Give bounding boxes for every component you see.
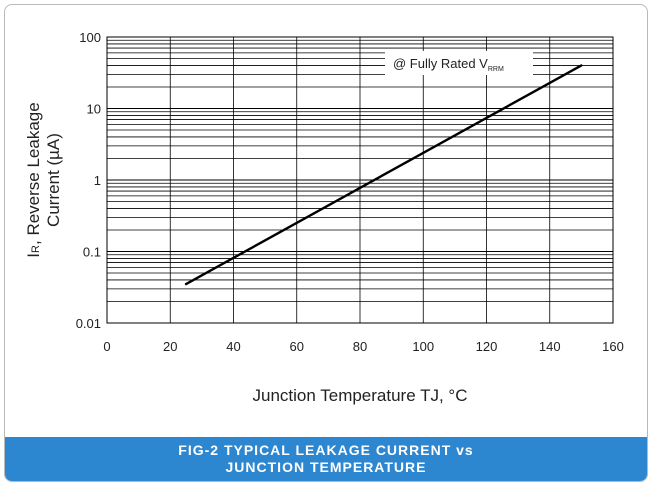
y-tick-label: 0.1 xyxy=(83,245,101,260)
y-axis-label: IR, Reverse Leakage Current (µA) xyxy=(24,102,63,257)
y-tick-label: 1 xyxy=(94,173,101,188)
x-tick-label: 40 xyxy=(226,339,240,354)
x-tick-labels: 0 20 40 60 80 100 120 140 160 xyxy=(103,339,623,354)
x-tick-label: 0 xyxy=(103,339,110,354)
chart: 0 20 40 60 80 100 120 140 160 0.01 0.1 1 10 100 @ Fu… xyxy=(24,30,624,405)
y-tick-labels: 0.01 0.1 1 10 100 xyxy=(76,30,101,331)
x-axis-label: Junction Temperature TJ, °C xyxy=(253,386,468,405)
grid-minor xyxy=(106,37,614,323)
y-tick-label: 0.01 xyxy=(76,316,101,331)
figure-caption: FIG-2 TYPICAL LEAKAGE CURRENT vs JUNCTIO… xyxy=(5,437,647,481)
x-tick-label: 160 xyxy=(602,339,624,354)
annotation-main: @ Fully Rated V xyxy=(393,56,488,71)
caption-line1: FIG-2 TYPICAL LEAKAGE CURRENT vs xyxy=(178,442,474,458)
y-axis-label-rest: , Reverse Leakage xyxy=(24,102,43,245)
x-tick-label: 60 xyxy=(290,339,304,354)
series-line xyxy=(184,64,583,286)
y-axis-label-symbol: I xyxy=(24,253,43,258)
x-tick-label: 140 xyxy=(539,339,561,354)
plot-border xyxy=(106,36,614,324)
x-tick-label: 100 xyxy=(412,339,434,354)
y-axis-label-sub: R xyxy=(30,245,42,253)
caption-line2: JUNCTION TEMPERATURE xyxy=(225,459,427,475)
y-tick-label: 100 xyxy=(79,30,101,45)
y-axis-label-line1: IR, Reverse Leakage xyxy=(24,102,43,257)
y-tick-label: 10 xyxy=(87,102,101,117)
figure-frame: 0 20 40 60 80 100 120 140 160 0.01 0.1 1 10 100 @ Fu… xyxy=(4,4,648,482)
y-axis-label-line2: Current (µA) xyxy=(44,133,63,227)
annotation-text: @ Fully Rated VRRM xyxy=(393,56,504,73)
x-tick-label: 120 xyxy=(476,339,498,354)
annotation-box: @ Fully Rated VRRM xyxy=(385,51,533,75)
series-group xyxy=(184,64,583,286)
x-tick-label: 20 xyxy=(163,339,177,354)
x-tick-label: 80 xyxy=(353,339,367,354)
annotation-sub: RRM xyxy=(488,66,504,73)
